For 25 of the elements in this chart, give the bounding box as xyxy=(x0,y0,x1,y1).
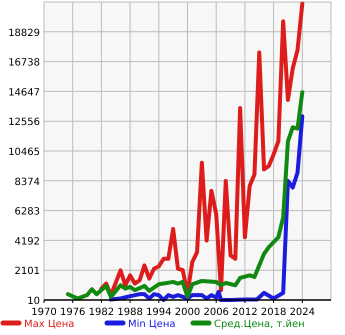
y-tick-label: 4192 xyxy=(14,236,40,248)
y-tick-label: 10 xyxy=(27,296,40,307)
legend-label: Min Цена xyxy=(128,319,176,330)
line-series xyxy=(108,114,304,302)
x-tick-label: 1994 xyxy=(146,307,172,318)
x-tick-label: 2024 xyxy=(290,307,316,318)
y-tick-label: 18829 xyxy=(8,28,40,39)
line-series xyxy=(66,90,304,301)
x-tick-label: 2006 xyxy=(203,307,229,318)
y-tick-label: 2101 xyxy=(14,266,40,278)
x-tick-label: 2000 xyxy=(174,307,200,318)
y-tick-label: 16738 xyxy=(8,58,40,69)
x-tick-label: 1976 xyxy=(60,307,86,318)
legend-label: Сред.Цена, т.йен xyxy=(214,319,305,330)
x-tick-label: 2012 xyxy=(232,307,258,318)
y-tick-label: 6283 xyxy=(14,206,40,218)
x-tick-label: 1970 xyxy=(31,307,57,318)
x-tick-label: 2018 xyxy=(260,307,286,318)
x-tick-label: 1982 xyxy=(88,307,114,318)
y-tick-label: 12556 xyxy=(8,117,40,128)
y-tick-label: 8374 xyxy=(14,176,40,188)
y-tick-label: 14647 xyxy=(8,87,40,98)
y-tick-label: 10465 xyxy=(8,147,40,158)
legend-label: Max Цена xyxy=(24,319,74,330)
x-tick-label: 1988 xyxy=(117,307,143,318)
